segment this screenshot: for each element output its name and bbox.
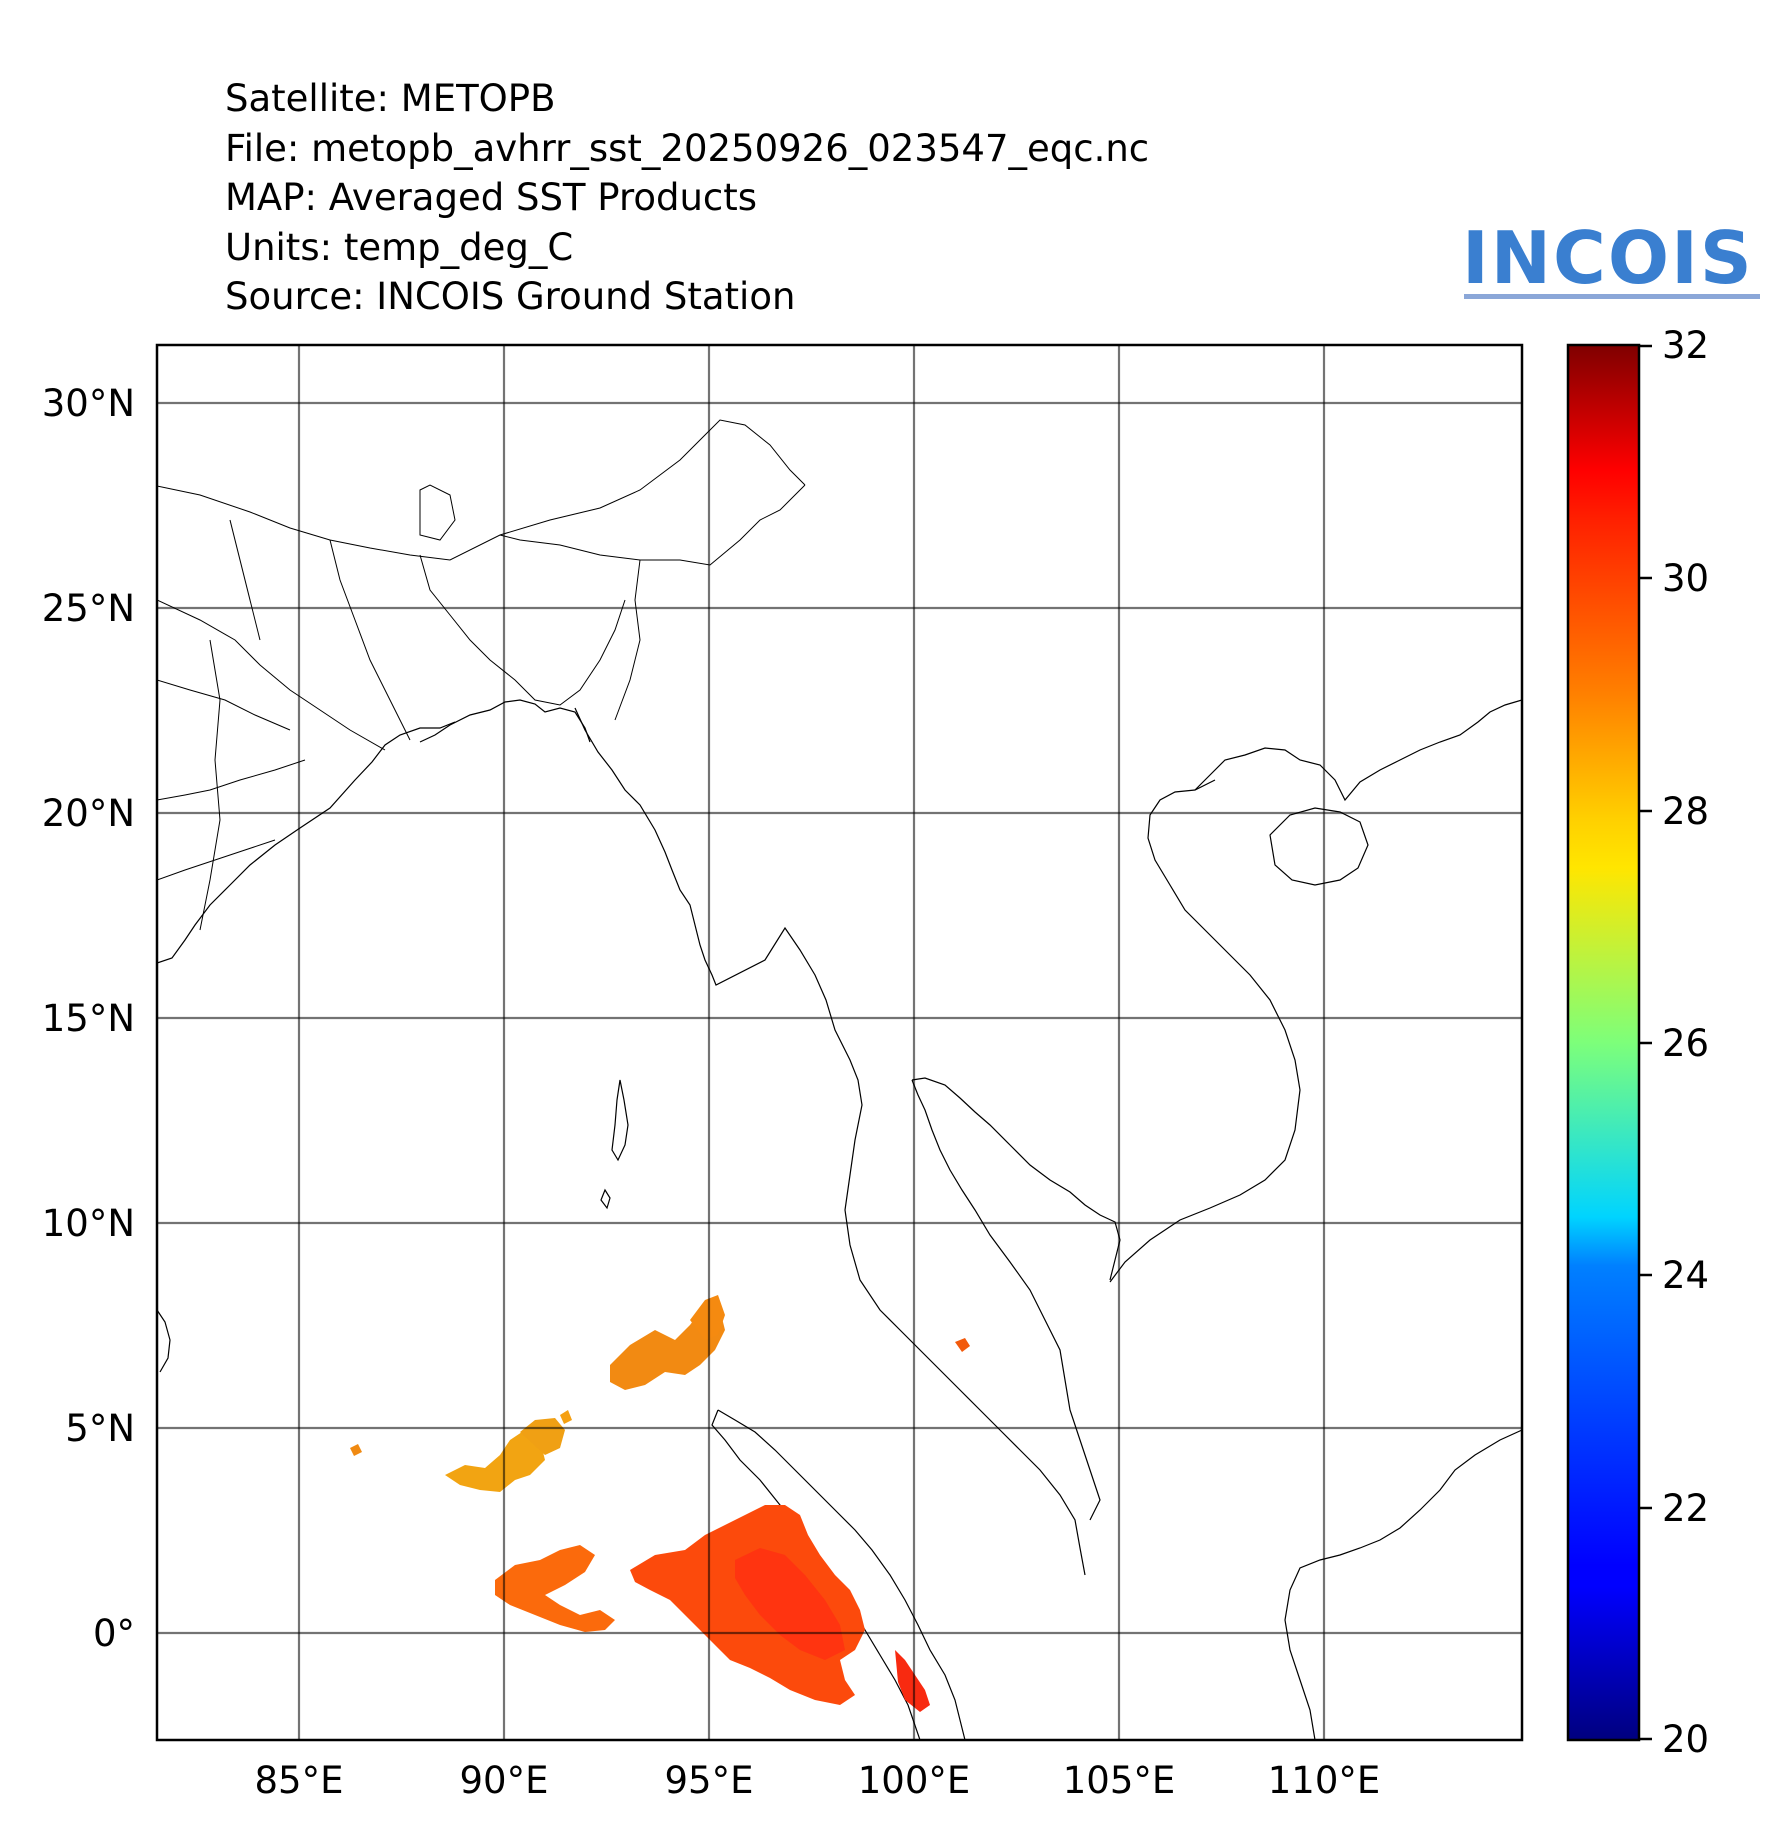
colorbar-tick-labels: 32 30 28 26 24 22 20 xyxy=(1662,324,1709,1761)
cb-tick-22: 22 xyxy=(1662,1487,1709,1530)
coastline-malay-east xyxy=(911,1079,1101,1521)
border-state-2 xyxy=(157,679,291,731)
lat-tick-5: 5°N xyxy=(65,1407,135,1450)
sst-patch-3 xyxy=(445,1430,545,1492)
border-himalaya xyxy=(157,419,806,561)
hainan-island xyxy=(1269,807,1369,886)
border-state-5 xyxy=(157,759,306,801)
border-state-6 xyxy=(157,839,276,881)
cb-tick-32: 32 xyxy=(1662,324,1709,367)
cb-tick-30: 30 xyxy=(1662,557,1709,600)
gridlines xyxy=(157,345,1522,1740)
border-state-7 xyxy=(199,639,221,931)
sst-patch-6 xyxy=(630,1505,865,1705)
logo-underline xyxy=(1464,294,1760,299)
lon-tick-95: 95°E xyxy=(665,1759,754,1802)
border-sikkim xyxy=(419,484,456,541)
borneo-island xyxy=(1284,1429,1522,1740)
border-state-1 xyxy=(157,599,386,751)
nicobar-islands xyxy=(600,1188,611,1210)
lat-tick-25: 25°N xyxy=(42,587,135,630)
units-label: Units: temp_deg_C xyxy=(225,225,574,269)
map-type-label: MAP: Averaged SST Products xyxy=(225,176,758,219)
colorbar-tick-marks xyxy=(1639,344,1652,1741)
lat-tick-labels: 30°N 25°N 20°N 15°N 10°N 5°N 0° xyxy=(42,382,135,1655)
incois-logo-text: INCOIS xyxy=(1462,216,1754,300)
lon-tick-110: 110°E xyxy=(1268,1759,1381,1802)
border-state-3 xyxy=(229,519,261,641)
cb-tick-28: 28 xyxy=(1662,790,1709,833)
border-northeast xyxy=(499,484,806,566)
coastlines xyxy=(157,699,1522,1740)
plot-area xyxy=(157,345,1522,1740)
lon-tick-85: 85°E xyxy=(255,1759,344,1802)
border-state-8 xyxy=(614,559,641,721)
sst-patch-8 xyxy=(895,1650,930,1712)
lat-tick-15: 15°N xyxy=(42,997,135,1040)
borders xyxy=(157,419,806,931)
coastline-gulf-thailand xyxy=(911,1077,1121,1281)
colorbar xyxy=(1568,345,1639,1740)
andaman-islands xyxy=(611,1079,629,1162)
lat-tick-0: 0° xyxy=(93,1612,135,1655)
cb-tick-20: 20 xyxy=(1662,1718,1709,1761)
sst-patch-9 xyxy=(955,1338,970,1352)
sst-patch-2 xyxy=(690,1295,725,1340)
satellite-label: Satellite: METOPB xyxy=(225,77,556,120)
lon-tick-100: 100°E xyxy=(858,1759,971,1802)
map-features xyxy=(157,345,1522,1740)
border-bangladesh xyxy=(419,554,626,706)
coastline-vietnam xyxy=(1109,779,1301,1283)
incois-logo: INCOIS xyxy=(1462,216,1762,300)
cb-tick-24: 24 xyxy=(1662,1254,1709,1297)
source-label: Source: INCOIS Ground Station xyxy=(225,275,796,318)
cb-tick-26: 26 xyxy=(1662,1022,1709,1065)
coastline-bengal-delta xyxy=(419,699,591,743)
border-state-4 xyxy=(329,539,411,741)
sst-patch-5 xyxy=(495,1545,615,1632)
plot-frame xyxy=(155,343,1524,1742)
map-header: Satellite: METOPB File: metopb_avhrr_sst… xyxy=(225,74,1149,322)
coastline-south-china xyxy=(1194,699,1522,802)
lon-tick-labels: 85°E 90°E 95°E 100°E 105°E 110°E xyxy=(255,1759,1381,1802)
coastline-myanmar-malaya xyxy=(574,707,1086,1576)
lat-tick-20: 20°N xyxy=(42,792,135,835)
sst-patch-10 xyxy=(350,1444,362,1456)
file-label: File: metopb_avhrr_sst_20250926_023547_e… xyxy=(225,126,1150,170)
sri-lanka-edge xyxy=(157,1309,171,1373)
lon-tick-90: 90°E xyxy=(460,1759,549,1802)
lon-tick-105: 105°E xyxy=(1063,1759,1176,1802)
sumatra-island xyxy=(717,1409,966,1740)
sst-patch-11 xyxy=(560,1410,572,1424)
lat-tick-30: 30°N xyxy=(42,382,135,425)
lat-tick-10: 10°N xyxy=(42,1202,135,1245)
